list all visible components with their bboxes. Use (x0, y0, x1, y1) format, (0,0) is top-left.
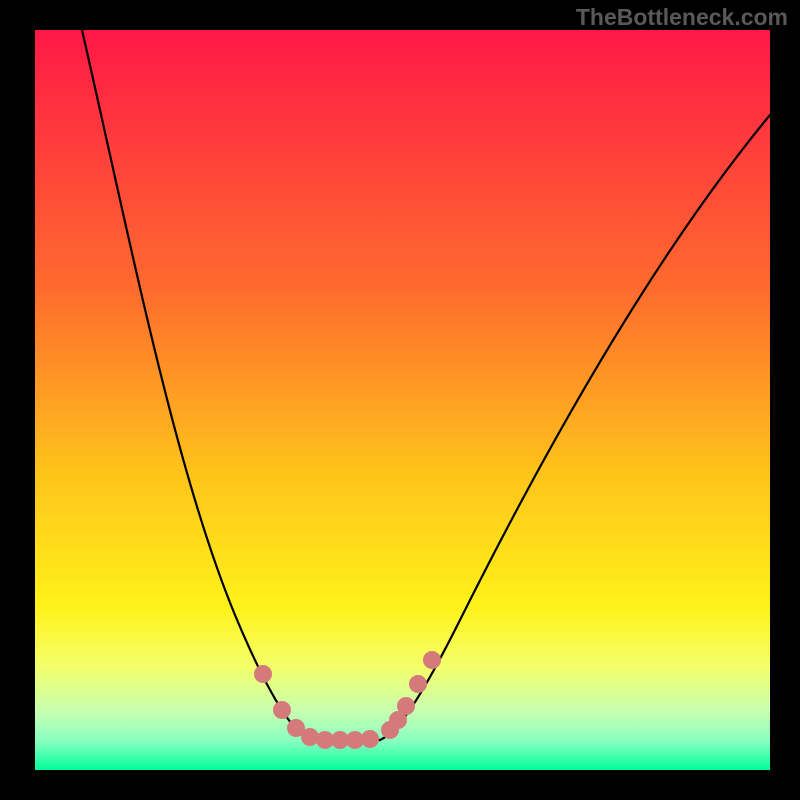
data-marker (397, 697, 415, 715)
data-marker (273, 701, 291, 719)
data-marker (254, 665, 272, 683)
chart-container: TheBottleneck.com (0, 0, 800, 800)
data-marker (423, 651, 441, 669)
chart-svg (0, 0, 800, 800)
data-marker (361, 730, 379, 748)
curve-path (380, 115, 770, 740)
data-marker (409, 675, 427, 693)
curve-path (82, 30, 310, 740)
data-marker (301, 728, 319, 746)
watermark-text: TheBottleneck.com (576, 4, 788, 31)
